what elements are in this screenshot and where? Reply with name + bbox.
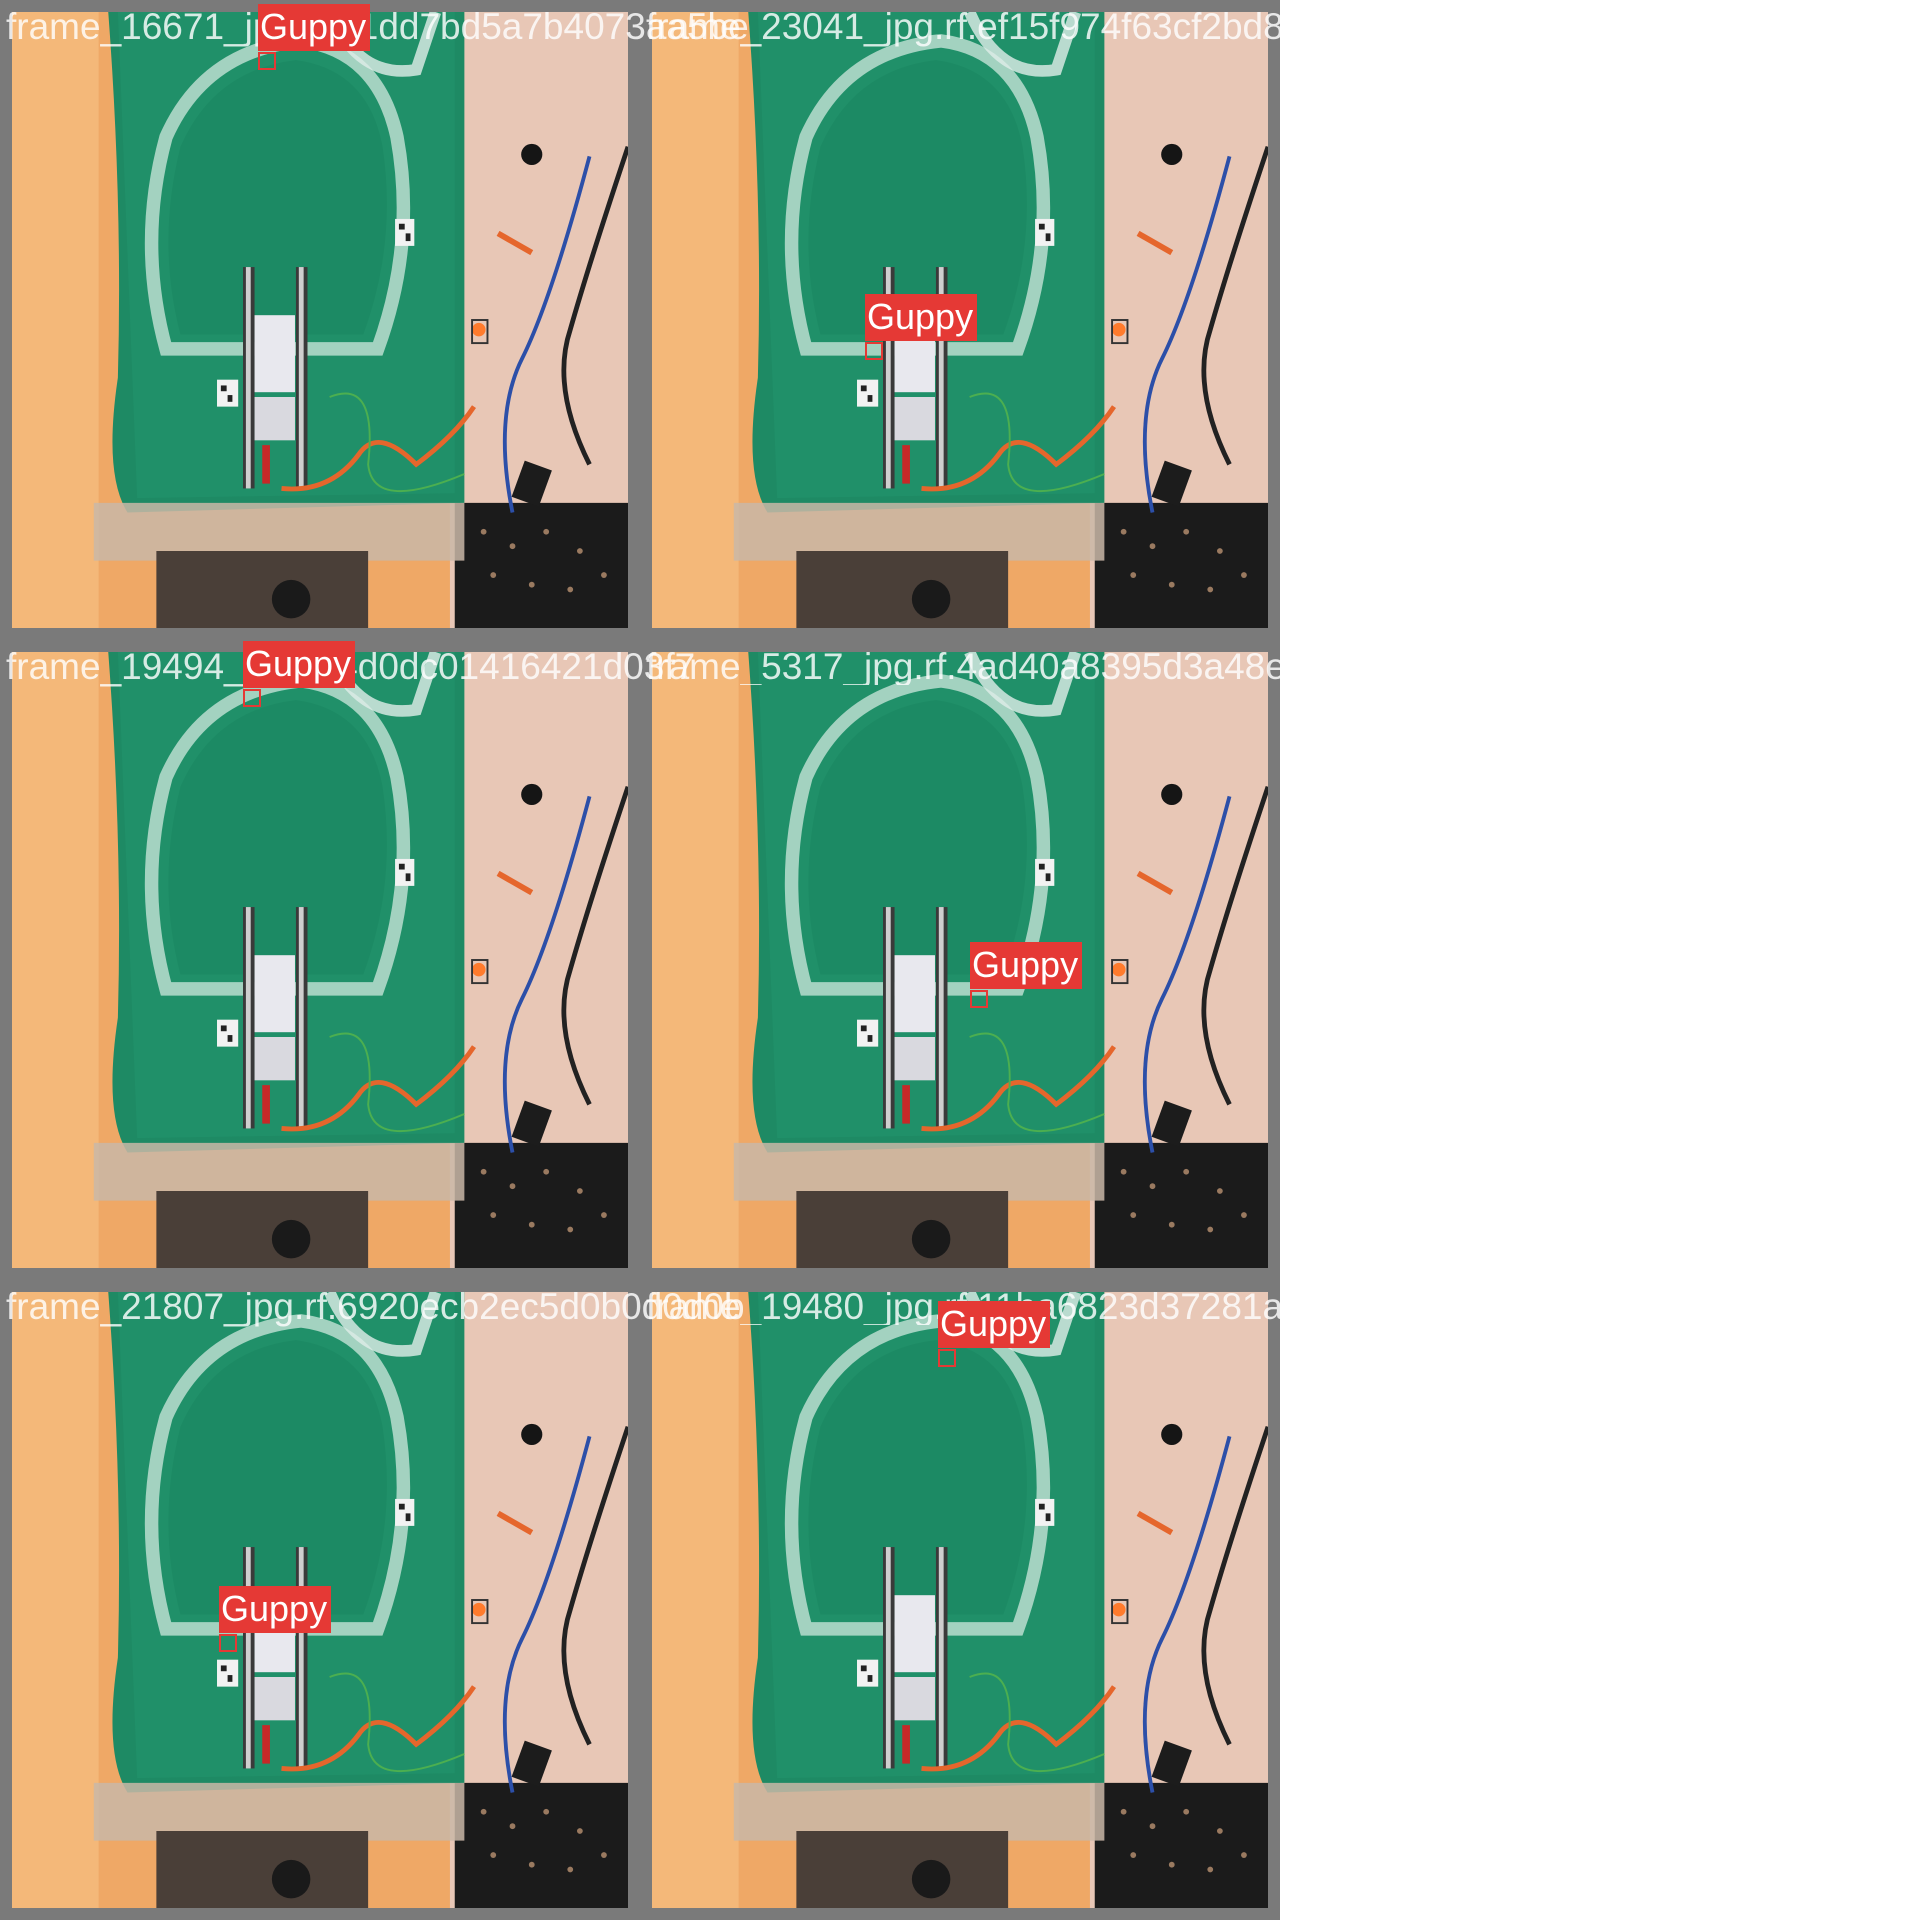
detection-label: Guppy: [243, 641, 356, 688]
tile-filename: frame_16671_jpg.rf.e1dd7bd5a7b4073aa5be: [6, 6, 749, 47]
bounding-box: [970, 990, 988, 1008]
detection-box: Guppy: [219, 1586, 332, 1652]
image-tile-3: [0, 640, 640, 1280]
detection-label: Guppy: [938, 1301, 1051, 1348]
bounding-box: [865, 342, 883, 360]
bounding-box: [243, 689, 261, 707]
tile-filename: frame_23041_jpg.rf.ef15f974f63cf2bd8e59: [646, 6, 1346, 47]
bounding-box: [938, 1349, 956, 1367]
detection-label: Guppy: [258, 4, 371, 51]
tank-frame-image: [640, 640, 1280, 1280]
detection-label: Guppy: [219, 1586, 332, 1633]
detection-box: Guppy: [938, 1301, 1051, 1367]
bounding-box: [219, 1634, 237, 1652]
image-tile-1: [0, 0, 640, 640]
detection-box: Guppy: [243, 641, 356, 707]
detection-box: Guppy: [865, 294, 978, 360]
tank-frame-image: [640, 1280, 1280, 1920]
bounding-box: [258, 52, 276, 70]
tank-frame-image: [0, 0, 640, 640]
detection-box: Guppy: [258, 4, 371, 70]
tile-filename: frame_5317_jpg.rf.4ad40a8395d3a48ec864c5: [646, 648, 1406, 685]
detection-label: Guppy: [865, 294, 978, 341]
detection-box: Guppy: [970, 942, 1083, 1008]
tile-filename: frame_21807_jpg.rf.6920ecb2ec5d0b0d0d0b: [6, 1286, 745, 1327]
detection-label: Guppy: [970, 942, 1083, 989]
tank-frame-image: [0, 640, 640, 1280]
image-tile-6: [640, 1280, 1280, 1920]
image-tile-4: [640, 640, 1280, 1280]
